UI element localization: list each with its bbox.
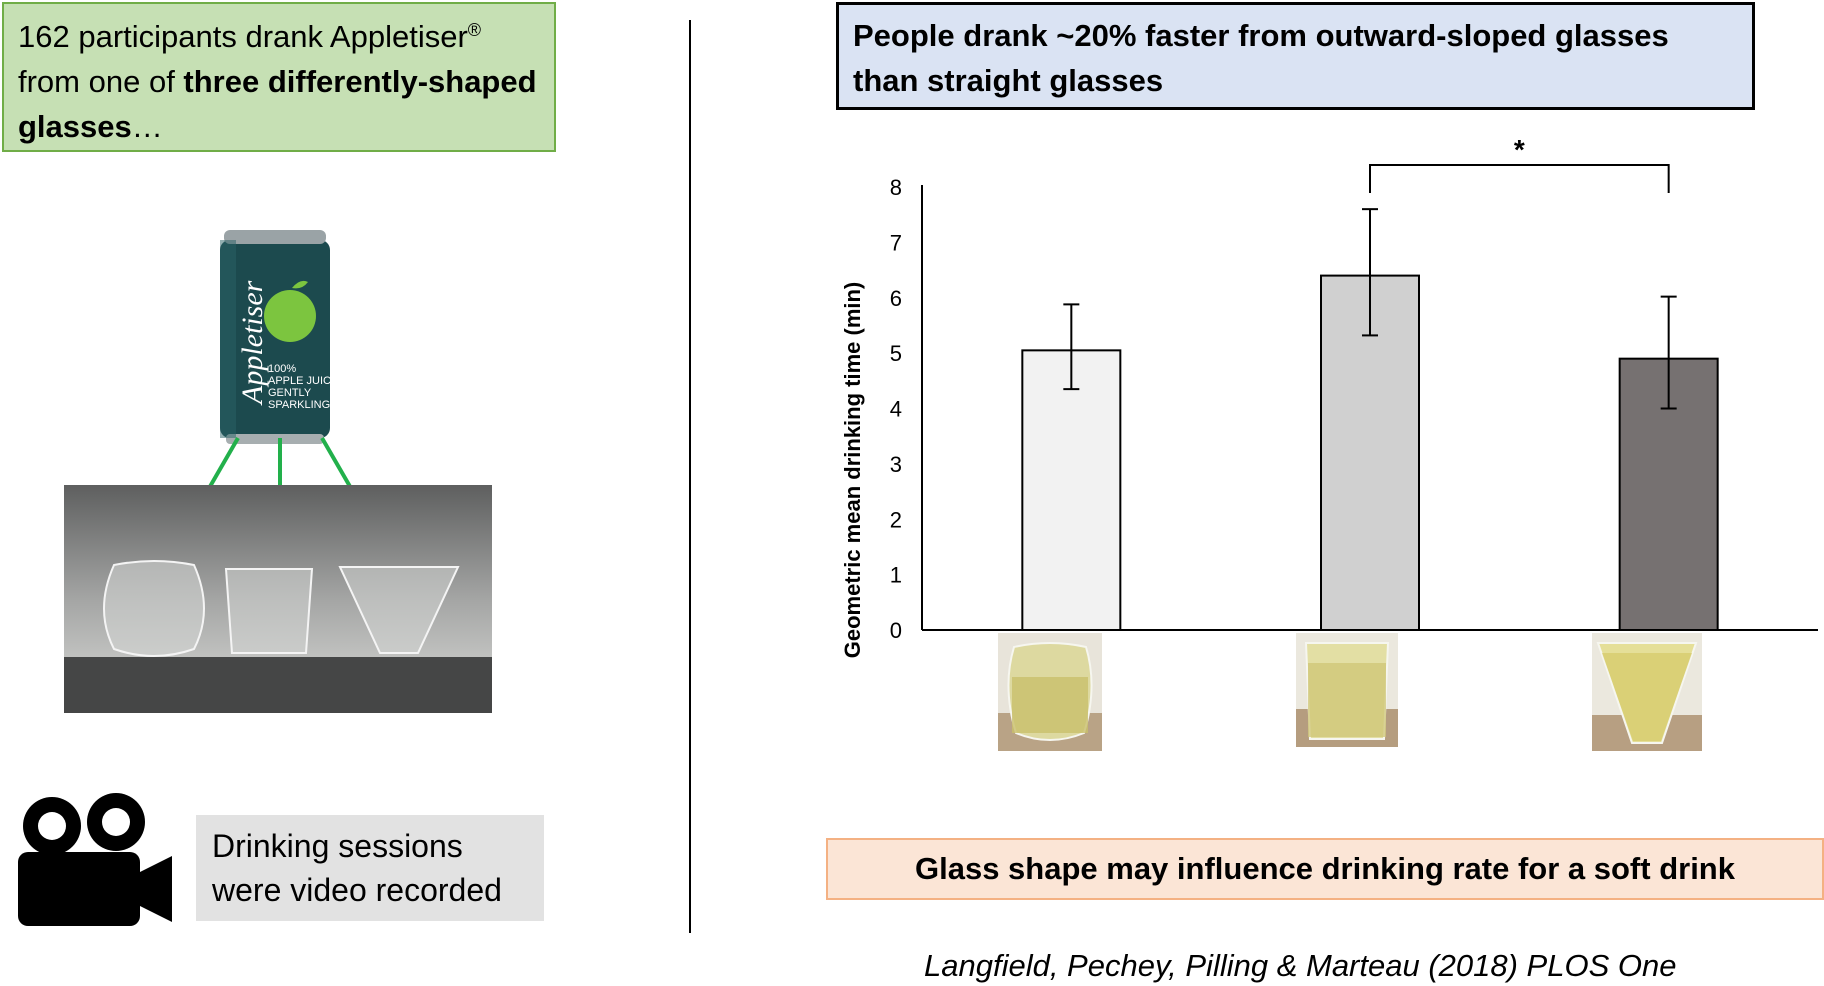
citation: Langfield, Pechey, Pilling & Marteau (20… xyxy=(924,948,1677,983)
intro-box: 162 participants drank Appletiser® from … xyxy=(2,2,556,152)
sloped-glass-icon xyxy=(338,566,460,654)
y-tick-label: 5 xyxy=(890,341,902,366)
curved-glass-icon xyxy=(103,560,205,657)
can-line-1: 100% xyxy=(268,363,296,375)
can-brand: Appletiser xyxy=(236,280,269,406)
video-note-text: Drinking sessions were video recorded xyxy=(212,828,502,908)
apple-icon xyxy=(264,290,316,342)
sloped-glass-thumbnail xyxy=(1592,633,1702,751)
intro-ellipsis: … xyxy=(131,109,163,144)
headline-box: People drank ~20% faster from outward-sl… xyxy=(836,2,1755,110)
video-note-box: Drinking sessions were video recorded xyxy=(196,815,544,921)
can-line-4: SPARKLING xyxy=(268,399,330,411)
intro-bold-text: three differently-shaped glasses xyxy=(18,64,537,144)
appletiser-can-image: Appletiser 100% APPLE JUICE GENTLY SPARK… xyxy=(220,230,332,444)
y-tick-label: 3 xyxy=(890,452,902,477)
straight-glass-icon xyxy=(224,568,314,654)
registered-mark: ® xyxy=(467,20,482,40)
straight-glass-thumbnail xyxy=(1296,633,1398,747)
y-tick-label: 7 xyxy=(890,230,902,255)
drinking-time-bar-chart: Geometric mean drinking time (min) 0 1 2 3 4… xyxy=(840,135,1818,751)
can-line-3: GENTLY xyxy=(268,387,312,399)
significance-bracket xyxy=(1369,164,1670,193)
y-tick-label: 1 xyxy=(890,563,902,588)
bar-1 xyxy=(1021,349,1122,631)
y-tick-label: 6 xyxy=(890,286,902,311)
video-camera-icon xyxy=(18,793,172,926)
y-tick-label: 2 xyxy=(890,507,902,532)
y-axis-title: Geometric mean drinking time (min) xyxy=(840,282,865,659)
conclusion-box: Glass shape may influence drinking rate … xyxy=(826,838,1824,900)
glass-thumbnails xyxy=(998,633,1702,751)
curved-glass-thumbnail xyxy=(998,633,1102,751)
significance-star: * xyxy=(1514,135,1525,165)
can-line-2: APPLE JUICE xyxy=(268,375,332,387)
headline-text: People drank ~20% faster from outward-sl… xyxy=(853,18,1669,98)
y-tick-label: 0 xyxy=(890,618,902,643)
intro-text: 162 participants drank Appletiser xyxy=(18,19,468,54)
y-tick-label: 8 xyxy=(890,175,902,200)
panel-divider xyxy=(689,20,691,933)
y-tick-label: 4 xyxy=(890,397,902,422)
error-bar-group xyxy=(1063,208,1677,410)
significance-group: * xyxy=(1369,135,1670,193)
y-tick-group: 0 1 2 3 4 5 6 7 8 xyxy=(890,175,902,643)
conclusion-text: Glass shape may influence drinking rate … xyxy=(914,851,1735,886)
glasses-photo xyxy=(64,485,492,713)
intro-text-2: from one of xyxy=(18,64,184,99)
